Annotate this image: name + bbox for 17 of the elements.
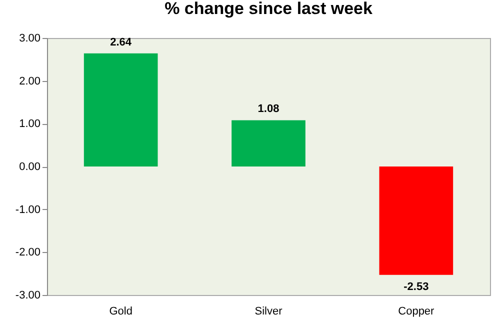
x-tick-label: Silver (254, 306, 283, 318)
chart-title: % change since last week (164, 0, 373, 18)
y-tick-label: -1.00 (15, 204, 40, 216)
y-tick-label: 1.00 (19, 118, 40, 130)
y-tick-label: -2.00 (15, 246, 40, 259)
bar (232, 120, 306, 166)
y-tick-label: 0.00 (19, 161, 40, 173)
x-tick-label: Gold (109, 306, 132, 318)
data-label: 2.64 (110, 36, 132, 48)
y-tick-label: -3.00 (15, 290, 40, 302)
data-label: 1.08 (258, 103, 280, 116)
y-tick-label: 3.00 (19, 32, 40, 44)
y-tick-label: 2.00 (19, 75, 40, 88)
bar (379, 166, 454, 275)
x-tick-label: Copper (398, 306, 435, 318)
bar (84, 53, 158, 166)
data-label: -2.53 (404, 280, 429, 293)
